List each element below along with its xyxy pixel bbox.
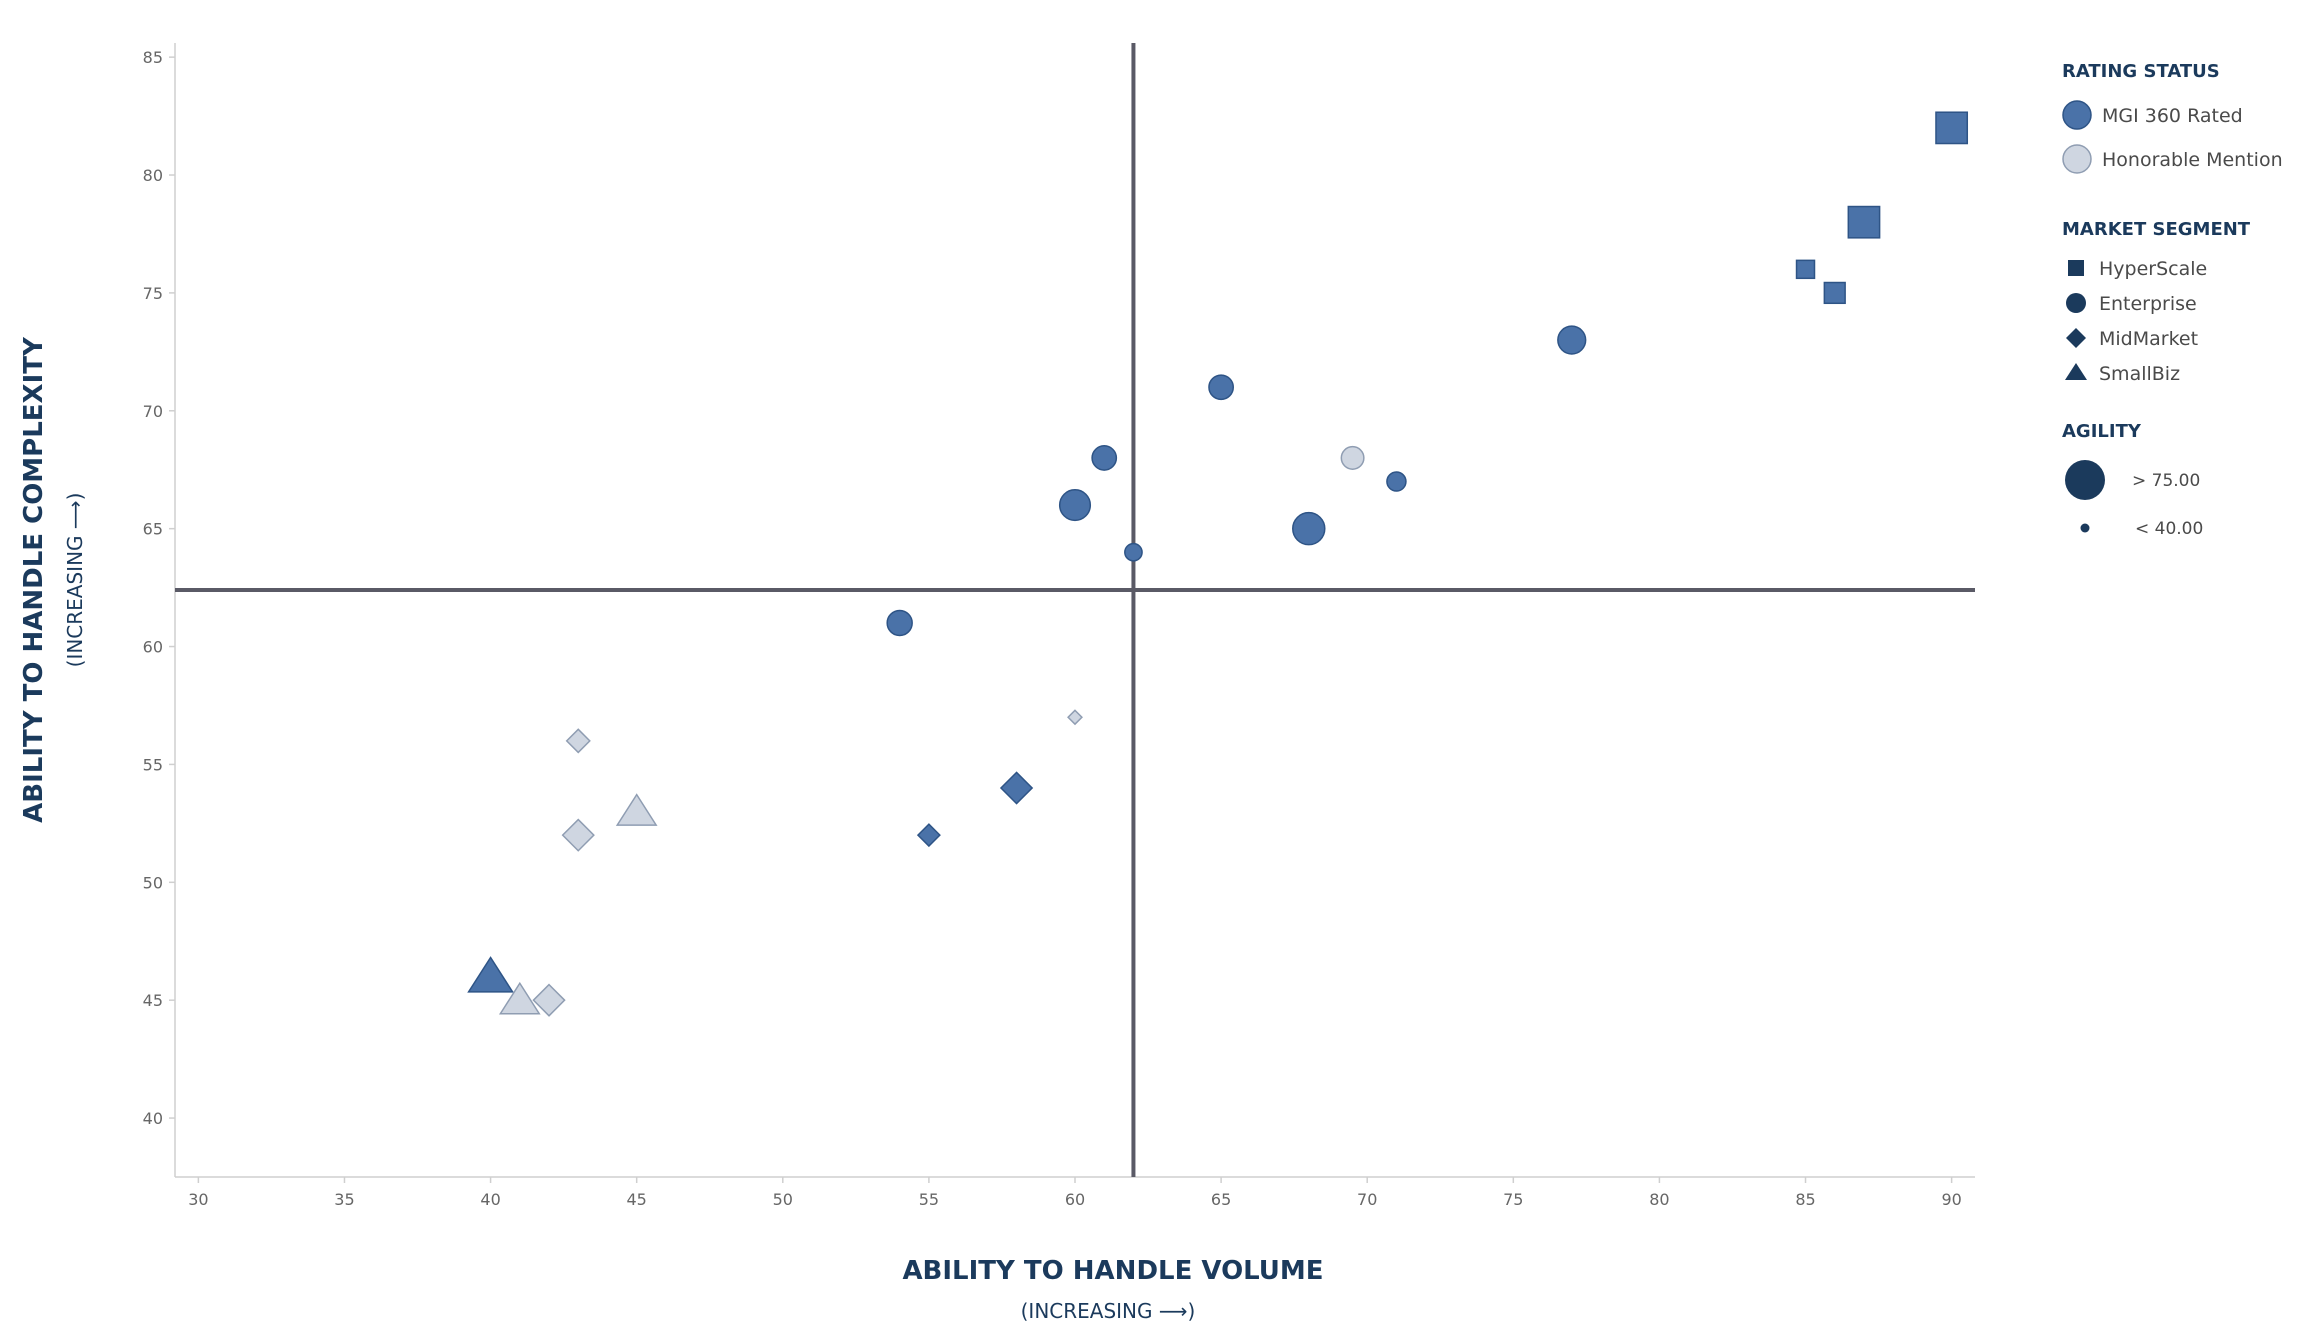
data-point-circle [1208, 374, 1234, 401]
y-axis-subtitle: (INCREASING ⟶) [63, 493, 87, 668]
x-tick-label: 80 [1649, 1190, 1669, 1209]
data-point-diamond [1067, 709, 1083, 726]
x-tick-label: 90 [1941, 1190, 1961, 1209]
legend-square-icon [2068, 260, 2084, 276]
legend-agility-high-label: > 75.00 [2132, 471, 2200, 491]
x-axis-subtitle: (INCREASING ⟶) [1021, 1299, 1196, 1323]
y-tick-label: 65 [143, 520, 163, 539]
legend-agility-large-icon [2065, 460, 2105, 500]
x-tick-label: 45 [627, 1190, 647, 1209]
legend-agility-low-label: < 40.00 [2135, 519, 2203, 539]
x-tick-label: 40 [480, 1190, 500, 1209]
data-point-circle [1124, 542, 1143, 562]
x-ticks: 30 35 40 45 50 55 60 65 70 75 80 85 90 [188, 1177, 1962, 1209]
data-point-circle [886, 609, 913, 637]
data-point-diamond [916, 823, 941, 848]
data-point-triangle [615, 793, 658, 826]
data-point-diamond [999, 771, 1034, 805]
data-point-circle [1292, 511, 1326, 546]
x-tick-label: 85 [1795, 1190, 1815, 1209]
x-tick-label: 70 [1357, 1190, 1377, 1209]
data-point-circle [1058, 489, 1092, 522]
legend-rated-label: MGI 360 Rated [2102, 105, 2243, 127]
x-tick-label: 75 [1503, 1190, 1523, 1209]
y-tick-label: 45 [143, 991, 163, 1010]
legend-honorable-label: Honorable Mention [2102, 149, 2283, 171]
legend-triangle-icon [2065, 363, 2087, 380]
x-tick-label: 55 [919, 1190, 939, 1209]
data-point-diamond [565, 728, 591, 754]
legend-honorable-swatch [2062, 144, 2092, 174]
legend-circle-icon [2066, 293, 2086, 313]
data-point-triangle [467, 956, 514, 993]
legend-agility-title: AGILITY [2062, 421, 2142, 442]
x-tick-label: 30 [188, 1190, 208, 1209]
y-tick-label: 70 [143, 402, 163, 421]
x-tick-label: 35 [334, 1190, 354, 1209]
legend-smallbiz-label: SmallBiz [2099, 363, 2180, 385]
legend-hyperscale-label: HyperScale [2099, 258, 2207, 280]
data-points [467, 111, 1969, 1017]
y-tick-label: 50 [143, 873, 163, 892]
x-tick-label: 60 [1065, 1190, 1085, 1209]
legend: RATING STATUS MGI 360 Rated Honorable Me… [2062, 61, 2283, 539]
y-tick-label: 55 [143, 755, 163, 774]
legend-rated-swatch [2062, 100, 2092, 130]
data-point-square [1795, 259, 1816, 280]
data-point-circle [1340, 445, 1365, 470]
data-point-diamond [561, 818, 595, 852]
legend-rating-title: RATING STATUS [2062, 61, 2220, 82]
data-point-diamond [532, 983, 566, 1017]
x-tick-label: 50 [773, 1190, 793, 1209]
y-ticks: 40 45 50 55 60 65 70 75 80 85 [143, 48, 175, 1128]
x-axis-title: ABILITY TO HANDLE VOLUME [902, 1256, 1323, 1286]
data-point-square [1847, 205, 1881, 239]
data-point-circle [1557, 325, 1587, 355]
x-tick-label: 65 [1211, 1190, 1231, 1209]
data-point-circle [1386, 471, 1407, 492]
legend-midmarket-label: MidMarket [2099, 328, 2198, 350]
data-point-square [1935, 111, 1969, 145]
data-point-square [1823, 281, 1846, 305]
legend-agility-small-icon [2080, 523, 2090, 533]
legend-segment-title: MARKET SEGMENT [2062, 219, 2251, 240]
y-tick-label: 85 [143, 48, 163, 67]
y-tick-label: 60 [143, 638, 163, 657]
y-tick-label: 80 [143, 166, 163, 185]
plot-area: 30 35 40 45 50 55 60 65 70 75 80 85 90 40 45 50 55 60 65 7… [143, 43, 1975, 1209]
legend-diamond-icon [2066, 328, 2086, 348]
data-point-triangle [498, 981, 541, 1015]
y-tick-label: 75 [143, 284, 163, 303]
y-tick-label: 40 [143, 1109, 163, 1128]
legend-enterprise-label: Enterprise [2099, 293, 2197, 315]
data-point-circle [1091, 445, 1118, 471]
y-axis-title: ABILITY TO HANDLE COMPLEXITY [19, 336, 49, 823]
